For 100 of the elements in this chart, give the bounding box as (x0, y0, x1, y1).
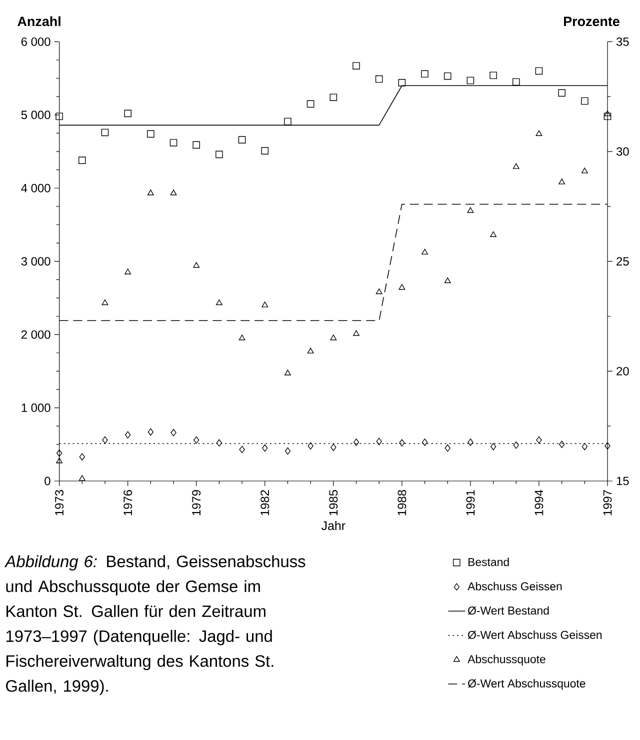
point (398, 79, 406, 86)
point (284, 118, 292, 126)
point (352, 62, 360, 70)
point (56, 458, 63, 464)
point (558, 440, 565, 448)
point (399, 439, 405, 447)
y-tick-label: 0 (44, 476, 50, 486)
y2-tick-label: 25 (616, 257, 629, 266)
point (102, 299, 108, 306)
point (330, 444, 336, 451)
point (398, 284, 406, 290)
point (194, 436, 200, 444)
point (125, 431, 131, 439)
point (468, 438, 474, 446)
x-tick-label: 1973 (55, 490, 64, 516)
text: Abbildung 6: Bestand, Geissenabschuss und Abschussquote der Gemse im Kanton St. Gallen für den Zeitraum 1973–1997 (Datenquelle: Jagd- und Fischereiverwaltung des Kantons St. Gallen, 1999). (4, 555, 306, 696)
point (216, 299, 222, 306)
point (330, 94, 338, 101)
point (490, 231, 496, 237)
y-axis-title: Anzahl (18, 16, 60, 26)
point (581, 168, 588, 174)
point (467, 207, 474, 213)
point (512, 78, 520, 86)
point (353, 438, 360, 446)
y-tick-label: 3 000 (21, 257, 50, 266)
point (147, 130, 154, 138)
point (306, 100, 314, 108)
point (147, 190, 154, 196)
legend-label: Ø-Wert Bestand (468, 606, 549, 615)
point (444, 72, 452, 80)
x-tick-label: 1994 (534, 490, 544, 516)
point (558, 178, 566, 184)
x-tick-label: 1988 (398, 490, 406, 516)
point (604, 442, 610, 450)
y-tick-label: 4 000 (21, 184, 50, 192)
y2-tick-label: 20 (616, 366, 629, 376)
point (581, 97, 588, 105)
point (582, 442, 588, 450)
point (284, 370, 291, 376)
point (284, 447, 291, 455)
point (216, 439, 222, 447)
x-tick-label: 1976 (124, 490, 132, 516)
point (124, 268, 132, 274)
point (216, 150, 223, 158)
legend-label: Bestand (468, 558, 509, 566)
point (375, 75, 383, 83)
point (535, 67, 543, 75)
point (193, 262, 200, 268)
point (56, 112, 63, 120)
point (353, 330, 360, 336)
legend-label: Ø-Wert Abschussquote (468, 679, 586, 690)
x-axis-title: Jahr (321, 520, 346, 530)
legend-label: Abschuss Geissen (468, 582, 562, 590)
point (78, 475, 86, 481)
x-tick-label: 1991 (466, 490, 475, 516)
point (238, 334, 246, 340)
point (101, 128, 109, 136)
y-tick-label: 2 000 (21, 330, 50, 339)
point (490, 72, 497, 80)
point (261, 147, 269, 154)
y-tick-label: 6 000 (21, 37, 50, 46)
point (238, 136, 246, 144)
point (466, 76, 474, 84)
point (330, 334, 337, 340)
point (421, 70, 428, 78)
point (513, 441, 519, 449)
point (490, 442, 496, 450)
point (422, 438, 428, 446)
point (78, 156, 86, 164)
x-tick-label: 1979 (192, 490, 201, 516)
point (307, 348, 314, 354)
point (444, 444, 450, 452)
point (102, 436, 108, 444)
y2-tick-label: 15 (616, 476, 629, 486)
point (170, 190, 177, 196)
y-tick-label: 1 000 (22, 404, 50, 412)
point (56, 450, 62, 457)
point (148, 428, 154, 436)
y2-axis-title: Prozente (564, 16, 620, 26)
point (604, 110, 611, 116)
point (79, 453, 85, 460)
point (376, 438, 382, 446)
point (604, 112, 612, 120)
x-tick-label: 1985 (329, 490, 338, 516)
point (262, 444, 268, 452)
point (170, 139, 178, 146)
y2-tick-label: 30 (616, 147, 629, 156)
point (558, 89, 566, 97)
point (536, 130, 542, 136)
point (262, 302, 268, 308)
y2-tick-label: 35 (616, 37, 629, 46)
point (170, 429, 176, 436)
y-tick-label: 5 000 (21, 110, 50, 120)
point (308, 442, 314, 450)
point (444, 277, 451, 284)
point (536, 436, 542, 444)
point (124, 110, 132, 118)
point (512, 163, 520, 169)
legend-label: Ø-Wert Abschuss Geissen (468, 630, 602, 640)
point (376, 288, 382, 294)
